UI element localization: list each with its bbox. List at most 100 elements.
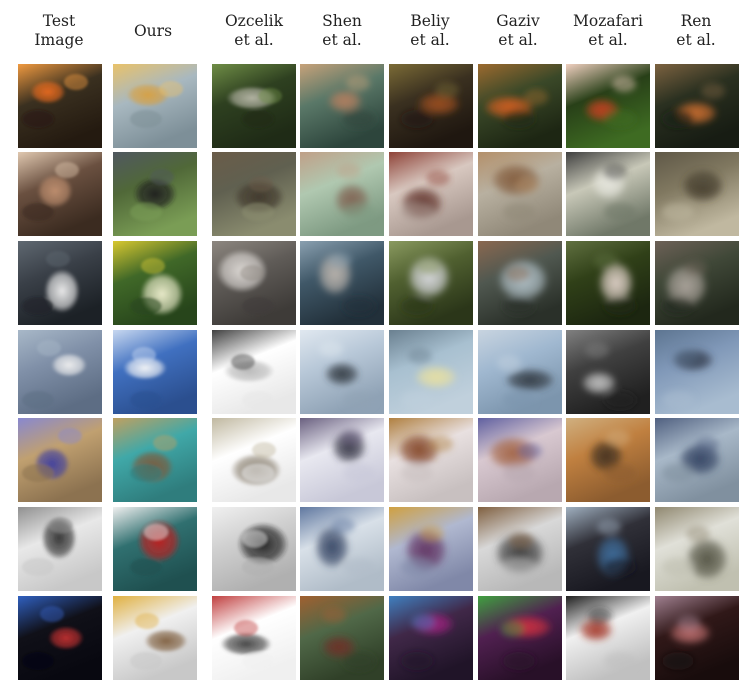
thumbnail-image xyxy=(18,64,102,148)
column-header-line2: Image xyxy=(34,31,84,49)
thumbnail-vehicle xyxy=(566,507,650,591)
column-header: Mozafari et al. xyxy=(562,12,654,50)
thumbnail-image xyxy=(389,330,473,414)
thumbnail-image xyxy=(212,330,296,414)
thumbnail-airplane xyxy=(212,330,296,414)
thumbnail-image xyxy=(389,507,473,591)
thumbnail-primate xyxy=(18,152,102,236)
thumbnail-image xyxy=(566,64,650,148)
thumbnail-image xyxy=(478,241,562,325)
column-header-line2: et al. xyxy=(498,31,538,49)
thumbnail-image xyxy=(212,241,296,325)
column-header: Ren et al. xyxy=(650,12,742,50)
column-header: Ozcelik et al. xyxy=(208,12,300,50)
thumbnail-primate xyxy=(655,152,739,236)
thumbnail-image xyxy=(113,64,197,148)
thumbnail-vehicle xyxy=(389,507,473,591)
thumbnail-vehicle xyxy=(18,507,102,591)
thumbnail-sphere xyxy=(389,418,473,502)
thumbnail-image xyxy=(389,152,473,236)
column-header-line1: Shen xyxy=(322,12,362,30)
thumbnail-image xyxy=(18,241,102,325)
column-header-line1: Gaziv xyxy=(496,12,540,30)
thumbnail-goldfish xyxy=(478,64,562,148)
thumbnail-goldfish xyxy=(655,64,739,148)
thumbnail-sphere xyxy=(212,418,296,502)
thumbnail-bird xyxy=(478,241,562,325)
thumbnail-bird xyxy=(113,241,197,325)
thumbnail-image xyxy=(566,152,650,236)
column-header-line1: Ours xyxy=(133,22,173,40)
column-header-line1: Mozafari xyxy=(573,12,643,30)
thumbnail-image xyxy=(566,507,650,591)
column-header: Test Image xyxy=(13,12,105,50)
thumbnail-image xyxy=(478,64,562,148)
thumbnail-image xyxy=(478,596,562,680)
thumbnail-airplane xyxy=(300,330,384,414)
thumbnail-image xyxy=(566,596,650,680)
thumbnail-sphere xyxy=(300,418,384,502)
thumbnail-primate xyxy=(212,152,296,236)
column-header: Gaziv et al. xyxy=(472,12,564,50)
column-header-line2: et al. xyxy=(588,31,628,49)
column-header-line2: et al. xyxy=(322,31,362,49)
column-header: Beliy et al. xyxy=(384,12,476,50)
thumbnail-vehicle xyxy=(300,507,384,591)
column-header-line2: et al. xyxy=(234,31,274,49)
thumbnail-image xyxy=(113,241,197,325)
thumbnail-image xyxy=(389,64,473,148)
column-header-line1: Test xyxy=(42,12,76,30)
thumbnail-image xyxy=(655,64,739,148)
thumbnail-vehicle xyxy=(478,507,562,591)
thumbnail-image xyxy=(389,596,473,680)
thumbnail-goldfish xyxy=(300,64,384,148)
column-header: Ours xyxy=(107,22,199,41)
thumbnail-bird xyxy=(389,241,473,325)
thumbnail-image xyxy=(655,330,739,414)
thumbnail-vehicle xyxy=(655,507,739,591)
thumbnail-image xyxy=(389,418,473,502)
column-header: Shen et al. xyxy=(296,12,388,50)
thumbnail-image xyxy=(566,418,650,502)
thumbnail-image xyxy=(300,330,384,414)
thumbnail-image xyxy=(300,152,384,236)
thumbnail-image xyxy=(212,596,296,680)
thumbnail-goldfish xyxy=(566,64,650,148)
thumbnail-airplane xyxy=(478,330,562,414)
thumbnail-image xyxy=(478,507,562,591)
thumbnail-stained-glass xyxy=(113,596,197,680)
thumbnail-airplane xyxy=(655,330,739,414)
thumbnail-image xyxy=(566,241,650,325)
thumbnail-image xyxy=(478,418,562,502)
thumbnail-sphere xyxy=(18,418,102,502)
thumbnail-primate xyxy=(389,152,473,236)
thumbnail-stained-glass xyxy=(300,596,384,680)
thumbnail-image xyxy=(389,241,473,325)
thumbnail-image xyxy=(212,152,296,236)
thumbnail-bird xyxy=(300,241,384,325)
thumbnail-vehicle xyxy=(212,507,296,591)
thumbnail-image xyxy=(18,330,102,414)
thumbnail-primate xyxy=(566,152,650,236)
thumbnail-image xyxy=(300,507,384,591)
thumbnail-airplane xyxy=(566,330,650,414)
thumbnail-primate xyxy=(113,152,197,236)
column-header-line2: et al. xyxy=(676,31,716,49)
thumbnail-image xyxy=(478,330,562,414)
thumbnail-image xyxy=(655,241,739,325)
thumbnail-goldfish xyxy=(212,64,296,148)
column-header-line1: Beliy xyxy=(410,12,450,30)
column-header-line1: Ren xyxy=(680,12,712,30)
column-header-line2: et al. xyxy=(410,31,450,49)
thumbnail-stained-glass xyxy=(566,596,650,680)
thumbnail-image xyxy=(212,64,296,148)
thumbnail-stained-glass xyxy=(18,596,102,680)
thumbnail-stained-glass xyxy=(389,596,473,680)
thumbnail-goldfish xyxy=(18,64,102,148)
thumbnail-airplane xyxy=(18,330,102,414)
thumbnail-goldfish xyxy=(113,64,197,148)
thumbnail-image xyxy=(300,64,384,148)
thumbnail-image xyxy=(655,152,739,236)
thumbnail-primate xyxy=(478,152,562,236)
thumbnail-bird xyxy=(566,241,650,325)
